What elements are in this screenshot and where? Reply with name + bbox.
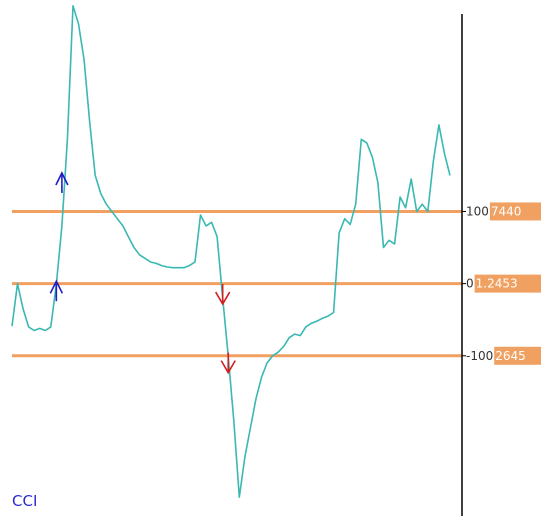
down-arrow-0 (214, 284, 231, 306)
up-arrow-0 (49, 279, 64, 302)
level-tick-1: 0 1.2453 (462, 274, 541, 293)
indicator-label: CCI (12, 492, 37, 510)
tag-bg-2 (494, 346, 541, 365)
cci-series-line (11, 5, 451, 499)
level-lines (12, 209, 462, 358)
tick-label-0: 100 (466, 204, 489, 218)
level-tick-2: -100 2645 (462, 346, 541, 365)
tag-label-0: 7440 (491, 204, 522, 218)
tag-bg-0 (489, 202, 541, 221)
tag-label-1: 1.2453 (476, 277, 518, 291)
level-tick-0: 100 7440 (462, 202, 541, 221)
tick-label-1: 0 (466, 277, 474, 291)
tag-bg-1 (474, 274, 541, 293)
price-axis-ticks: 100 7440 0 1.2453 -100 2645 (462, 202, 541, 365)
up-arrow-1 (55, 171, 69, 193)
signal-arrows (49, 171, 236, 375)
tick-label-2: -100 (466, 349, 493, 363)
down-arrow-1 (220, 352, 236, 375)
series-layer (11, 5, 451, 499)
tag-label-2: 2645 (495, 349, 526, 363)
